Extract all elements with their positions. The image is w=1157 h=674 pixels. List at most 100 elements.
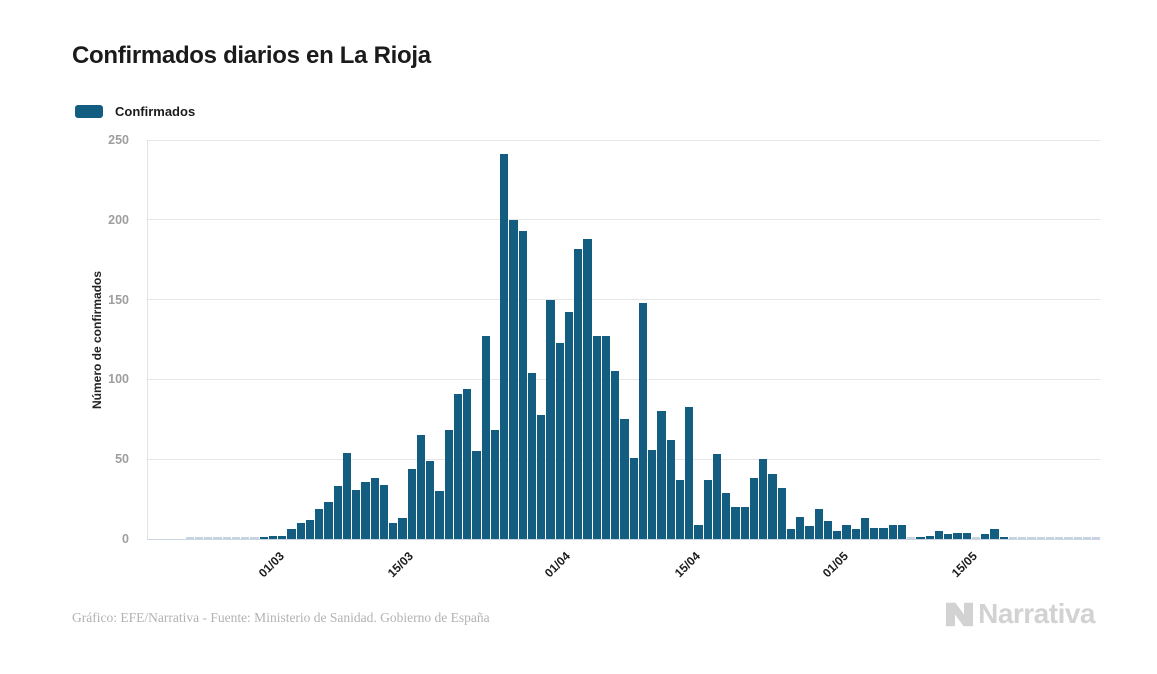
bar-18/03[interactable] bbox=[426, 460, 435, 539]
bar-18/05[interactable] bbox=[990, 529, 999, 539]
bar-26/02[interactable] bbox=[231, 537, 240, 539]
legend-item-confirmados[interactable]: Confirmados bbox=[75, 104, 195, 119]
bar-24/03[interactable] bbox=[481, 336, 490, 539]
bar-27/04[interactable] bbox=[796, 516, 805, 539]
bar-03/03[interactable] bbox=[287, 529, 296, 539]
bar-23/03[interactable] bbox=[472, 451, 481, 539]
bar-25/03[interactable] bbox=[490, 430, 499, 539]
bar-18/04[interactable] bbox=[712, 454, 721, 539]
bar-13/03[interactable] bbox=[379, 484, 388, 539]
bar-15/04[interactable] bbox=[685, 406, 694, 539]
bar-25/02[interactable] bbox=[222, 537, 231, 539]
bar-11/05[interactable] bbox=[925, 535, 934, 539]
bar-24/04[interactable] bbox=[768, 473, 777, 539]
bar-30/04[interactable] bbox=[823, 521, 832, 539]
bar-01/03[interactable] bbox=[268, 535, 277, 539]
bar-01/04[interactable] bbox=[555, 342, 564, 539]
bar-22/02[interactable] bbox=[194, 537, 203, 539]
bar-20/05[interactable] bbox=[1008, 537, 1017, 539]
bar-05/04[interactable] bbox=[592, 336, 601, 539]
bar-22/03[interactable] bbox=[463, 388, 472, 539]
bar-28/03[interactable] bbox=[518, 230, 527, 539]
bar-13/04[interactable] bbox=[666, 440, 675, 539]
bar-10/03[interactable] bbox=[352, 489, 361, 539]
bar-28/04[interactable] bbox=[805, 526, 814, 539]
bar-15/03[interactable] bbox=[398, 518, 407, 539]
bar-31/03[interactable] bbox=[546, 299, 555, 539]
bar-04/04[interactable] bbox=[583, 238, 592, 539]
bar-07/03[interactable] bbox=[324, 502, 333, 539]
bar-03/05[interactable] bbox=[851, 529, 860, 539]
bar-24/02[interactable] bbox=[213, 537, 222, 539]
bar-29/02[interactable] bbox=[259, 537, 268, 539]
bar-26/04[interactable] bbox=[786, 529, 795, 539]
bar-29/05[interactable] bbox=[1092, 537, 1101, 539]
bar-15/05[interactable] bbox=[962, 532, 971, 539]
bar-series-confirmados[interactable] bbox=[185, 140, 1101, 539]
bar-06/05[interactable] bbox=[879, 527, 888, 539]
bar-09/03[interactable] bbox=[342, 452, 351, 539]
bar-21/05[interactable] bbox=[1018, 537, 1027, 539]
bar-27/02[interactable] bbox=[241, 537, 250, 539]
bar-28/02[interactable] bbox=[250, 537, 259, 539]
bar-10/04[interactable] bbox=[638, 302, 647, 539]
bar-02/05[interactable] bbox=[842, 524, 851, 539]
bar-02/04[interactable] bbox=[564, 312, 573, 539]
bar-04/05[interactable] bbox=[860, 518, 869, 539]
bar-05/05[interactable] bbox=[870, 527, 879, 539]
bar-03/04[interactable] bbox=[574, 248, 583, 539]
bar-17/05[interactable] bbox=[981, 534, 990, 539]
bar-27/03[interactable] bbox=[509, 219, 518, 539]
bar-26/03[interactable] bbox=[500, 154, 509, 539]
bar-14/04[interactable] bbox=[675, 479, 684, 539]
bar-02/03[interactable] bbox=[278, 535, 287, 539]
bar-21/04[interactable] bbox=[740, 507, 749, 539]
bar-25/04[interactable] bbox=[777, 487, 786, 539]
bar-24/05[interactable] bbox=[1045, 537, 1054, 539]
bar-22/05[interactable] bbox=[1027, 537, 1036, 539]
bar-01/05[interactable] bbox=[833, 531, 842, 539]
bar-23/04[interactable] bbox=[759, 459, 768, 539]
bar-14/05[interactable] bbox=[953, 532, 962, 539]
bar-17/03[interactable] bbox=[416, 435, 425, 539]
bar-09/04[interactable] bbox=[629, 457, 638, 539]
bar-17/04[interactable] bbox=[703, 479, 712, 539]
bar-08/05[interactable] bbox=[897, 524, 906, 539]
bar-14/03[interactable] bbox=[389, 523, 398, 539]
bar-23/02[interactable] bbox=[204, 537, 213, 539]
bar-07/04[interactable] bbox=[611, 371, 620, 539]
bar-13/05[interactable] bbox=[944, 534, 953, 539]
bar-29/04[interactable] bbox=[814, 508, 823, 539]
bar-19/04[interactable] bbox=[722, 492, 731, 539]
bar-16/04[interactable] bbox=[694, 524, 703, 539]
bar-12/03[interactable] bbox=[370, 478, 379, 539]
bar-19/05[interactable] bbox=[999, 537, 1008, 539]
bar-30/03[interactable] bbox=[537, 414, 546, 539]
bar-16/03[interactable] bbox=[407, 468, 416, 539]
bar-16/05[interactable] bbox=[971, 537, 980, 539]
bar-29/03[interactable] bbox=[527, 373, 536, 539]
bar-05/03[interactable] bbox=[305, 519, 314, 539]
bar-23/05[interactable] bbox=[1036, 537, 1045, 539]
bar-07/05[interactable] bbox=[888, 524, 897, 539]
bar-10/05[interactable] bbox=[916, 537, 925, 539]
bar-19/03[interactable] bbox=[435, 491, 444, 539]
bar-06/04[interactable] bbox=[601, 336, 610, 539]
bar-04/03[interactable] bbox=[296, 523, 305, 539]
bar-20/04[interactable] bbox=[731, 507, 740, 539]
bar-08/03[interactable] bbox=[333, 486, 342, 539]
bar-20/03[interactable] bbox=[444, 430, 453, 539]
bar-28/05[interactable] bbox=[1082, 537, 1091, 539]
bar-09/05[interactable] bbox=[907, 537, 916, 539]
bar-11/03[interactable] bbox=[361, 481, 370, 539]
bar-08/04[interactable] bbox=[620, 419, 629, 539]
bar-12/05[interactable] bbox=[934, 531, 943, 539]
bar-12/04[interactable] bbox=[657, 411, 666, 539]
bar-11/04[interactable] bbox=[648, 449, 657, 539]
bar-26/05[interactable] bbox=[1064, 537, 1073, 539]
bar-21/03[interactable] bbox=[453, 393, 462, 539]
bar-21/02[interactable] bbox=[185, 537, 194, 539]
bar-22/04[interactable] bbox=[749, 478, 758, 539]
bar-06/03[interactable] bbox=[315, 508, 324, 539]
bar-27/05[interactable] bbox=[1073, 537, 1082, 539]
